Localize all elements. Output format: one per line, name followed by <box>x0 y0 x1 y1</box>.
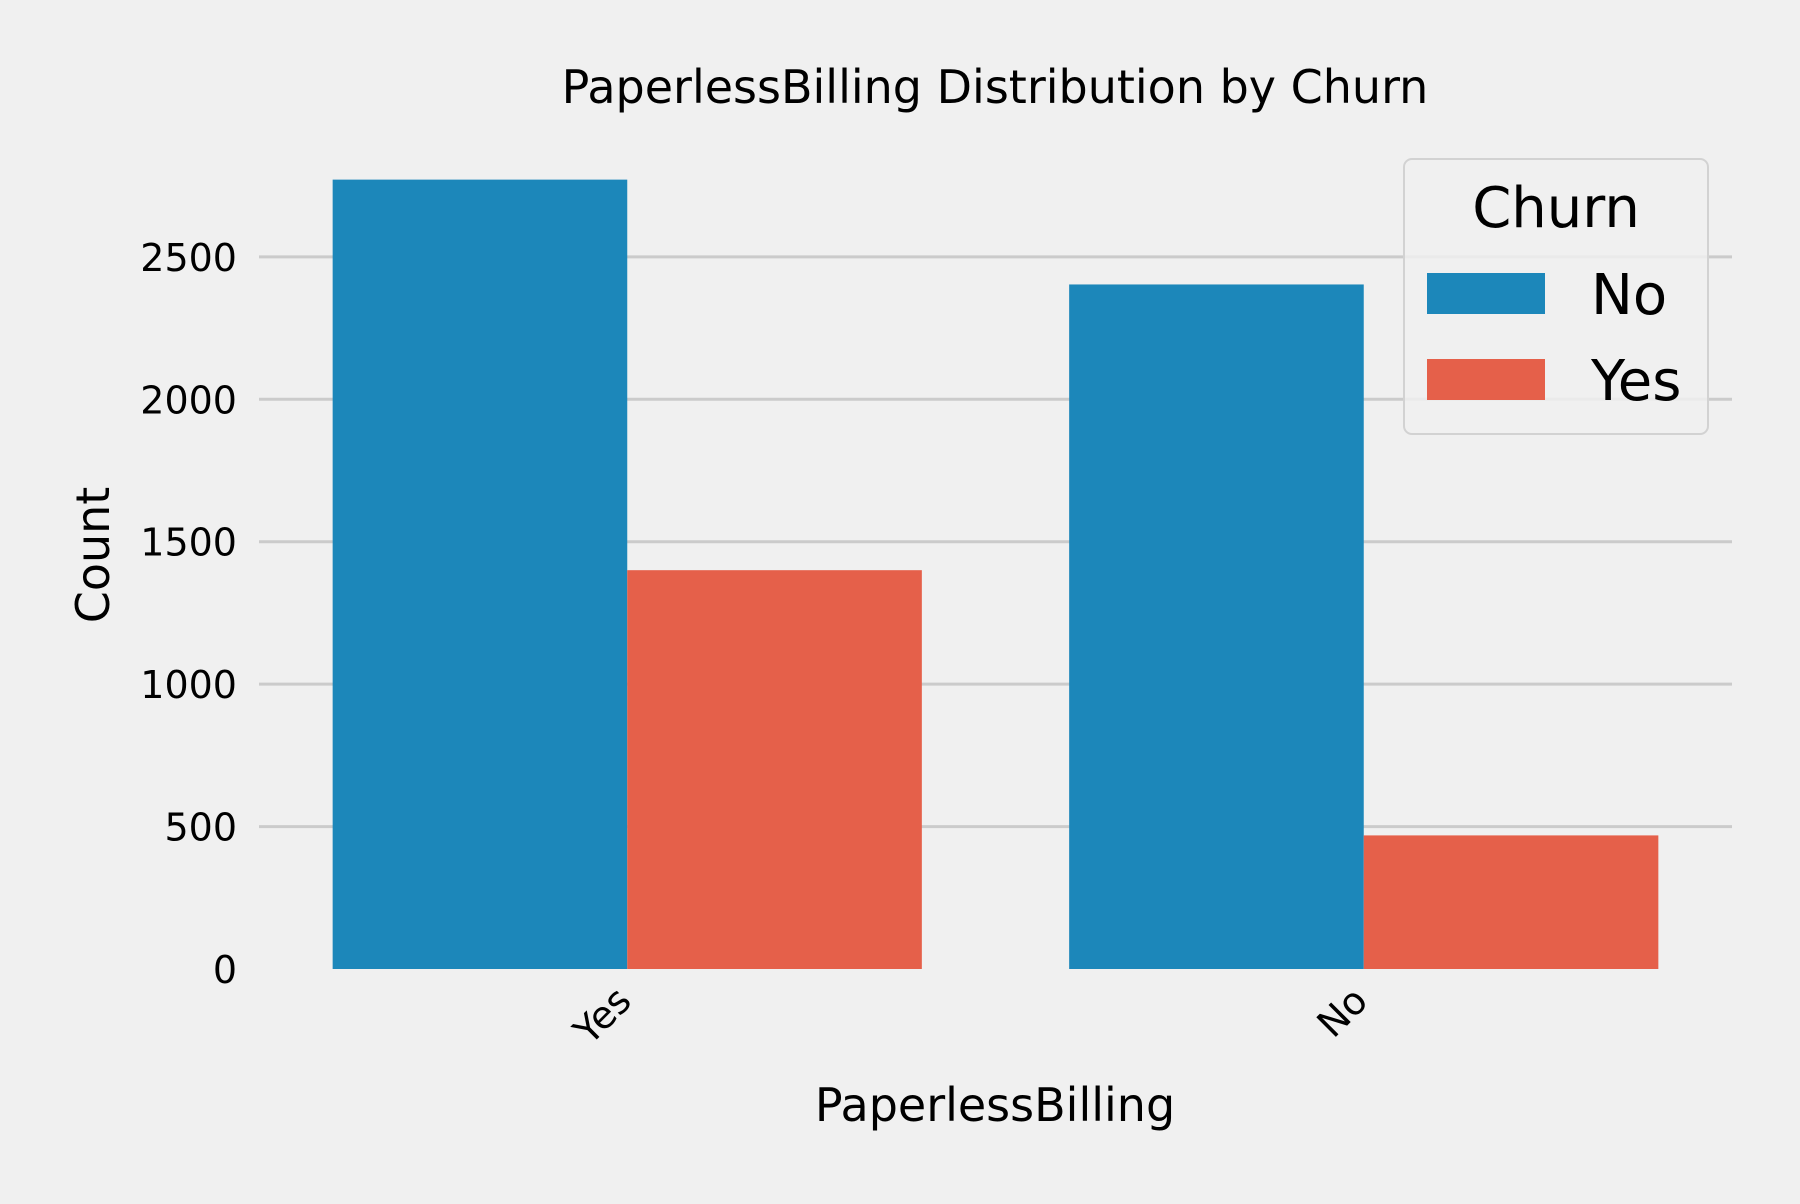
bar-no-churn-no <box>1069 284 1364 969</box>
legend-swatch-no <box>1427 273 1545 314</box>
legend: Churn No Yes <box>1403 158 1709 435</box>
x-axis-ticks: Yes No <box>564 978 1376 1053</box>
bar-yes-churn-no <box>332 179 628 969</box>
y-tick-label: 0 <box>213 948 237 992</box>
chart-title: PaperlessBilling Distribution by Churn <box>562 60 1429 114</box>
legend-label-no: No <box>1591 263 1667 328</box>
y-axis-ticks: 0 500 1000 1500 2000 2500 <box>140 236 237 992</box>
y-tick-label: 2000 <box>140 378 237 422</box>
y-tick-label: 2500 <box>140 236 237 280</box>
legend-label-yes: Yes <box>1590 349 1681 414</box>
legend-title: Churn <box>1472 176 1640 241</box>
y-tick-label: 1500 <box>140 521 237 565</box>
bar-yes-churn-yes <box>627 570 922 969</box>
x-axis-label: PaperlessBilling <box>815 1078 1175 1132</box>
x-tick-label: Yes <box>564 978 639 1053</box>
legend-swatch-yes <box>1427 359 1545 400</box>
y-axis-label: Count <box>66 487 120 624</box>
y-tick-label: 1000 <box>140 663 237 707</box>
bars <box>332 179 1659 969</box>
x-tick-label: No <box>1308 978 1376 1046</box>
bar-no-churn-yes <box>1363 835 1659 969</box>
y-tick-label: 500 <box>164 806 237 850</box>
legend-entries: No Yes <box>1427 263 1681 414</box>
